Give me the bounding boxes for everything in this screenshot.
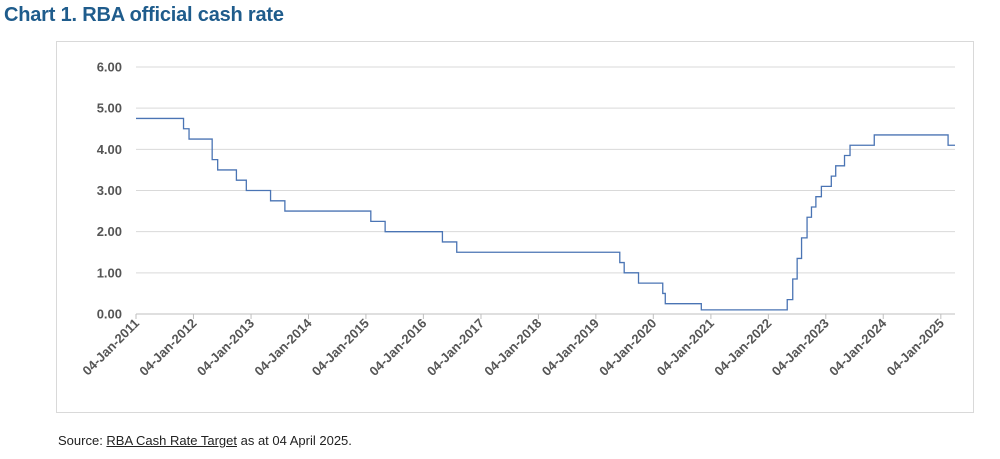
x-tick-label: 04-Jan-2023 <box>769 316 832 379</box>
chart-title: Chart 1. RBA official cash rate <box>4 4 284 26</box>
source-prefix: Source: <box>58 433 107 448</box>
x-tick-label: 04-Jan-2020 <box>596 316 659 379</box>
x-tick-label: 04-Jan-2018 <box>481 316 544 379</box>
y-tick-label: 1.00 <box>97 265 122 280</box>
x-tick-label: 04-Jan-2017 <box>424 316 487 379</box>
x-tick-label: 04-Jan-2014 <box>251 315 315 379</box>
x-tick-label: 04-Jan-2022 <box>711 316 774 379</box>
source-suffix: as at 04 April 2025. <box>236 433 352 448</box>
y-tick-label: 4.00 <box>97 142 122 157</box>
series-layer <box>136 117 955 311</box>
x-tick-label: 04-Jan-2016 <box>366 316 429 379</box>
source-link[interactable]: RBA Cash Rate Target <box>106 433 237 448</box>
x-tick-label: 04-Jan-2013 <box>194 316 257 379</box>
x-tick-label: 04-Jan-2024 <box>826 315 890 379</box>
gridlines <box>135 66 955 319</box>
x-tick-label: 04-Jan-2019 <box>539 316 602 379</box>
chart-area <box>56 41 974 413</box>
series-line-cash-rate <box>136 117 955 311</box>
x-tick-label: 04-Jan-2015 <box>309 316 372 379</box>
y-tick-label: 6.00 <box>97 60 122 75</box>
y-tick-label: 0.00 <box>97 307 122 322</box>
y-tick-label: 3.00 <box>97 183 122 198</box>
y-tick-label: 2.00 <box>97 224 122 239</box>
x-axis-ticks: 04-Jan-201104-Jan-201204-Jan-201304-Jan-… <box>79 315 947 379</box>
x-tick-label: 04-Jan-2021 <box>654 316 717 379</box>
x-tick-label: 04-Jan-2025 <box>884 316 947 379</box>
x-tick-label: 04-Jan-2012 <box>136 316 199 379</box>
y-tick-label: 5.00 <box>97 101 122 116</box>
source-note: Source: RBA Cash Rate Target as at 04 Ap… <box>58 433 352 448</box>
x-tick-label: 04-Jan-2011 <box>79 316 142 379</box>
y-axis-ticks: 0.00 1.00 2.00 3.00 4.00 5.00 6.00 <box>97 60 122 322</box>
